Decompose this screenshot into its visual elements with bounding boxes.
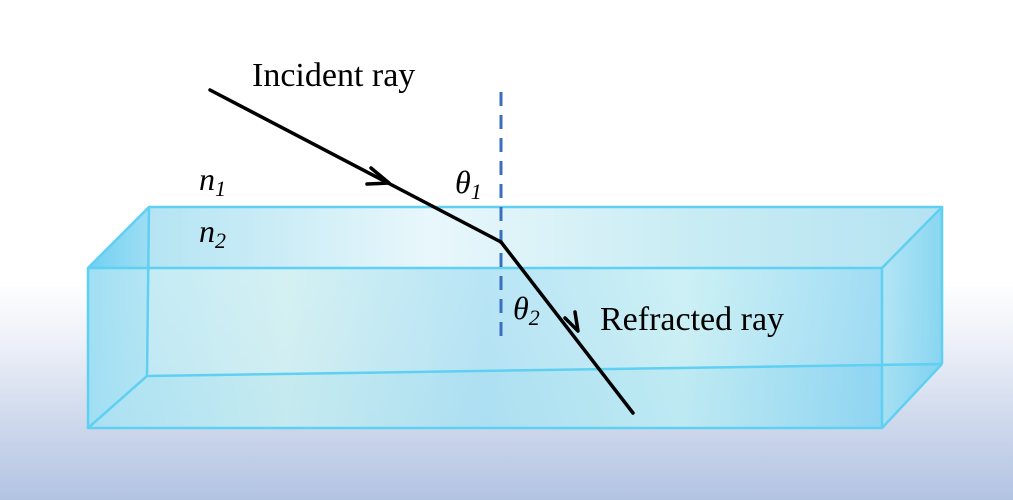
glass-edges (86, 205, 944, 430)
glass-front-face (88, 268, 882, 428)
refracted-ray-label: Refracted ray (600, 301, 785, 338)
incident-ray (208, 88, 503, 244)
n2-label: n2 (199, 215, 226, 252)
refracted-ray (499, 240, 635, 415)
glass-hidden-bottom-edge (146, 362, 943, 378)
refracted-ray-arrowhead (563, 310, 580, 333)
refracted-ray-line (499, 240, 635, 415)
incident-ray-arrowhead (365, 166, 391, 186)
glass-top-back-edge (87, 205, 944, 269)
n1-base: n (199, 161, 215, 197)
glass-top-face (88, 207, 942, 268)
n2-subscript: 2 (215, 228, 226, 253)
theta2-base: θ (513, 290, 529, 326)
theta1-base: θ (455, 164, 471, 200)
glass-block (86, 205, 944, 430)
glass-hidden-vertical-edge (145, 206, 151, 377)
glass-right-bottom-edge (881, 363, 943, 429)
theta1-label: θ1 (455, 166, 482, 203)
theta2-label: θ2 (513, 292, 540, 329)
n1-subscript: 1 (215, 176, 226, 201)
glass-hidden-left-edge (87, 375, 148, 429)
n2-base: n (199, 213, 215, 249)
incident-ray-line (208, 88, 503, 244)
theta1-subscript: 1 (470, 179, 482, 204)
incident-ray-label: Incident ray (252, 57, 416, 94)
n1-label: n1 (199, 163, 226, 200)
theta2-subscript: 2 (528, 305, 540, 330)
glass-right-face (882, 207, 942, 428)
